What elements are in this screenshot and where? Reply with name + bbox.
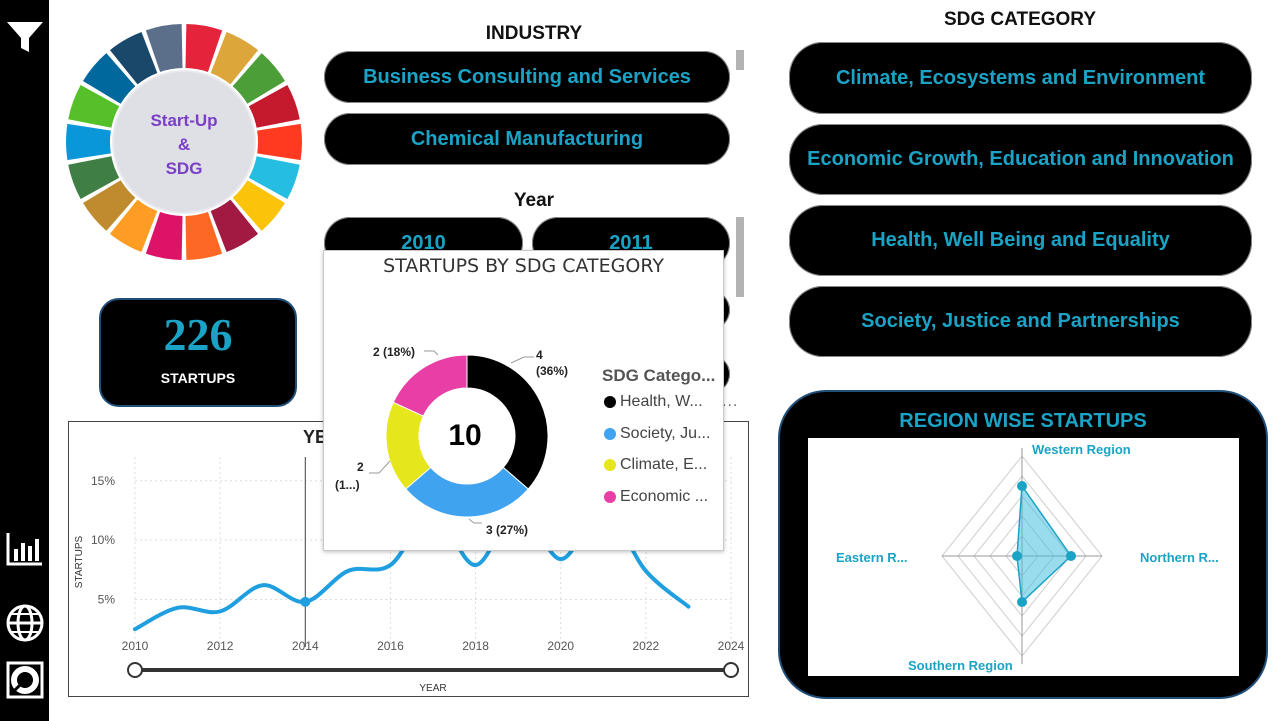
x-tick-label: 2012: [207, 639, 234, 653]
logo-sdg-wedge: [68, 85, 120, 128]
legend-item-economic[interactable]: Economic ...: [604, 488, 708, 506]
globe-icon[interactable]: [0, 603, 49, 643]
legend-item-climate[interactable]: Climate, E...: [604, 456, 707, 474]
sdg-heading: SDG CATEGORY: [943, 9, 1096, 30]
logo-sdg-wedge: [185, 212, 223, 260]
y-tick-label: 5%: [98, 593, 116, 607]
x-tick-label: 2024: [718, 639, 745, 653]
logo-text-sdg: SDG: [166, 159, 203, 178]
x-tick-label: 2016: [377, 639, 404, 653]
x-tick-label: 2022: [633, 639, 660, 653]
logo-sdg-wedge: [248, 85, 300, 128]
x-tick-label: 2010: [122, 639, 149, 653]
industry-heading: INDUSTRY: [485, 23, 583, 44]
startups-kpi-card: 226 STARTUPS: [99, 298, 297, 407]
range-handle-start[interactable]: [127, 662, 143, 678]
line-y-axis-label: STARTUPS: [74, 535, 85, 588]
sdg-option-climate[interactable]: Climate, Ecosystems and Environment: [789, 42, 1252, 114]
y-tick-label: 15%: [91, 474, 115, 488]
donut-slice[interactable]: [405, 466, 529, 518]
donut-center-value: 10: [448, 419, 481, 452]
donut-label-economic: 2 (18%): [373, 345, 415, 359]
kpi-value: 226: [163, 309, 233, 360]
legend-label-society: Society, Ju...: [620, 425, 711, 442]
hover-point: [300, 596, 311, 607]
legend-label-health: Health, W...: [620, 393, 703, 410]
logo-sdg-wedge: [109, 31, 158, 85]
year-heading: Year: [513, 190, 555, 211]
donut-label-climate-pct: (1...): [335, 478, 360, 492]
sdg-option-society[interactable]: Society, Justice and Partnerships: [789, 286, 1252, 357]
logo-sdg-wedge: [83, 53, 136, 104]
donut-legend-title: SDG Catego...: [602, 366, 716, 385]
radar-axis-south-label: Southern Region: [908, 658, 1013, 673]
sdg-logo: Start-Up & SDG: [64, 22, 304, 262]
donut-label-climate: 2: [357, 460, 364, 474]
logo-text-amp: &: [178, 135, 190, 154]
logo-sdg-wedge: [185, 24, 223, 72]
logo-sdg-wedge: [83, 180, 136, 231]
logo-sdg-wedge: [68, 156, 120, 199]
range-handle-end[interactable]: [723, 662, 739, 678]
logo-sdg-wedge: [248, 156, 300, 199]
radar-point-northern[interactable]: [1066, 551, 1076, 561]
logo-sdg-wedge: [145, 212, 183, 260]
donut-chart-svg: 10 4 (36%) 3 (27%) 2 (1...) 2 (18%): [335, 345, 568, 537]
region-title: REGION WISE STARTUPS: [899, 410, 1147, 432]
donut-chart-icon[interactable]: [0, 660, 49, 700]
donut-title: STARTUPS BY SDG CATEGORY: [383, 255, 664, 277]
donut-slice[interactable]: [392, 354, 468, 417]
legend-swatch-health: [604, 396, 616, 408]
legend-swatch-society: [604, 428, 616, 440]
radar-point-western[interactable]: [1017, 481, 1027, 491]
legend-label-economic: Economic ...: [620, 488, 709, 505]
logo-text-startup: Start-Up: [150, 111, 217, 130]
legend-item-health[interactable]: Health, W...: [604, 393, 703, 411]
logo-sdg-wedge: [257, 123, 302, 161]
legend-swatch-economic: [604, 491, 616, 503]
legend-item-society[interactable]: Society, Ju...: [604, 425, 710, 443]
line-x-axis-label: YEAR: [419, 683, 446, 694]
industry-option-chemical-manufacturing[interactable]: Chemical Manufacturing: [324, 113, 730, 165]
sdg-option-health[interactable]: Health, Well Being and Equality: [789, 205, 1252, 276]
kpi-label: STARTUPS: [160, 370, 236, 386]
legend-label-climate: Climate, E...: [620, 456, 708, 473]
left-nav-rail: [0, 0, 49, 721]
radar-axis-west-label: Eastern R...: [836, 550, 908, 565]
line-chart-title: YE: [303, 427, 328, 447]
logo-sdg-wedge: [145, 24, 183, 72]
logo-sdg-wedge: [210, 199, 259, 253]
sdg-option-economic[interactable]: Economic Growth, Education and Innovatio…: [789, 124, 1252, 195]
year-scrollbar[interactable]: [736, 217, 744, 297]
radar-axis-east-label: Northern R...: [1140, 550, 1219, 565]
donut-label-health: 4: [536, 348, 543, 362]
radar-axis-north-label: Western Region: [1032, 442, 1131, 457]
industry-scrollbar[interactable]: [736, 50, 744, 70]
industry-option-business-consulting[interactable]: Business Consulting and Services: [324, 51, 730, 103]
filter-icon[interactable]: [0, 20, 49, 56]
startups-by-sdg-donut-card: STARTUPS BY SDG CATEGORY 10 4 (36%) 3 (2…: [323, 250, 724, 551]
donut-label-health-pct: (36%): [536, 364, 568, 378]
logo-sdg-wedge: [109, 199, 158, 253]
donut-slice[interactable]: [466, 354, 549, 490]
logo-sdg-wedge: [232, 180, 285, 231]
region-wise-startups-card: REGION WISE STARTUPS Western Region Nort…: [778, 390, 1268, 699]
bar-chart-icon[interactable]: [0, 531, 49, 567]
legend-swatch-climate: [604, 459, 616, 471]
radar-point-southern[interactable]: [1017, 597, 1027, 607]
more-options-icon[interactable]: ...: [722, 393, 739, 410]
y-tick-label: 10%: [91, 533, 115, 547]
radar-point-eastern[interactable]: [1012, 551, 1022, 561]
region-radar-plot: Western Region Northern R... Southern Re…: [808, 438, 1239, 676]
donut-label-society: 3 (27%): [486, 523, 528, 537]
logo-sdg-wedge: [210, 31, 259, 85]
logo-sdg-wedge: [232, 53, 285, 104]
x-tick-label: 2020: [547, 639, 574, 653]
x-tick-label: 2018: [462, 639, 489, 653]
logo-sdg-wedge: [66, 123, 111, 161]
